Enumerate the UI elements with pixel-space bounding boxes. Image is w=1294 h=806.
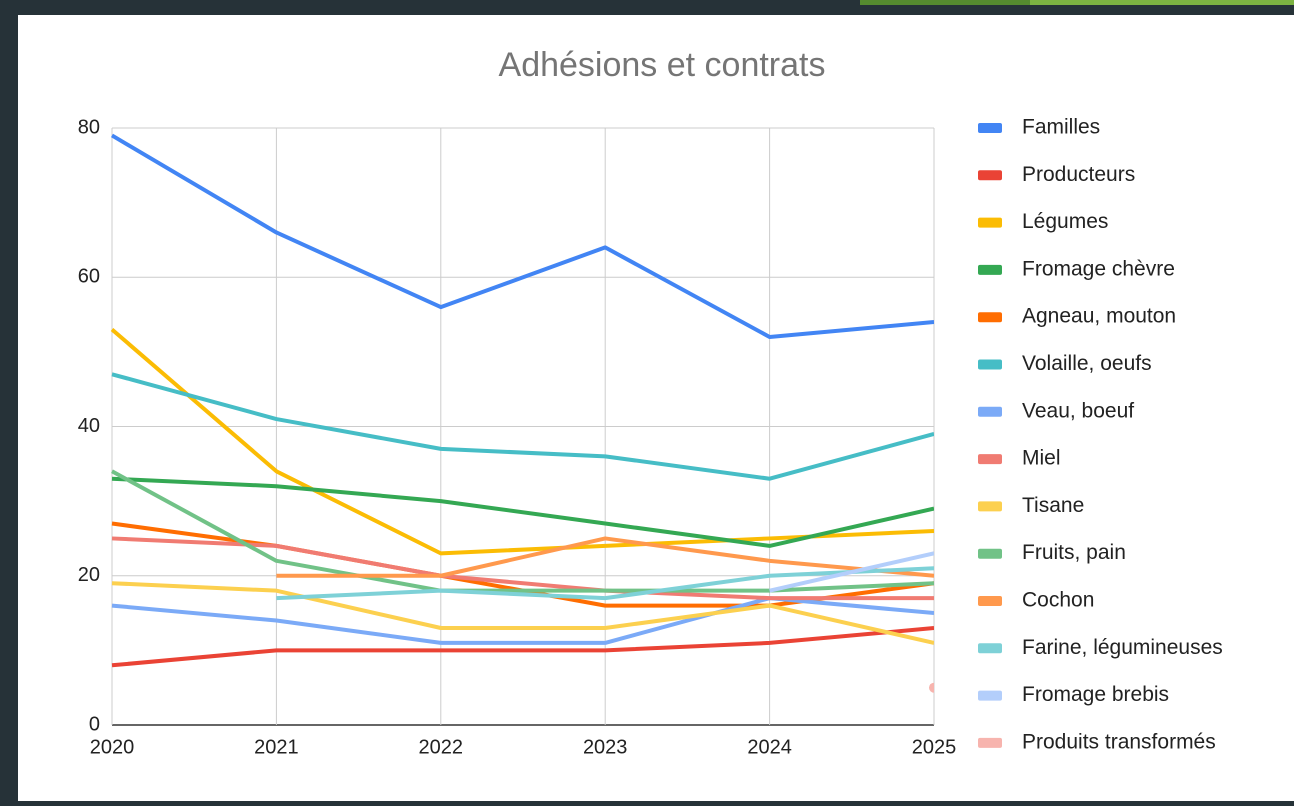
- legend-label: Produits transformés: [1022, 730, 1216, 753]
- x-tick-label: 2023: [583, 736, 628, 758]
- legend-swatch: [978, 406, 1002, 417]
- series-line: [111, 625, 934, 668]
- legend-label: Fromage chèvre: [1022, 257, 1175, 280]
- legend-swatch: [978, 690, 1002, 701]
- legend-label: Familles: [1022, 116, 1100, 139]
- series-line: [111, 469, 934, 593]
- series-line: [111, 476, 934, 548]
- legend-label: Farine, légumineuses: [1022, 636, 1223, 659]
- legend-label: Producteurs: [1022, 163, 1135, 186]
- top-accent: [1030, 0, 1294, 5]
- legend-swatch: [978, 312, 1002, 323]
- x-tick-label: 2020: [90, 736, 135, 758]
- y-tick-label: 60: [78, 266, 100, 288]
- legend-label: Légumes: [1022, 210, 1108, 233]
- legend-label: Fromage brebis: [1022, 683, 1169, 706]
- legend-label: Miel: [1022, 447, 1061, 470]
- legend-swatch: [978, 170, 1002, 181]
- series-line: [276, 536, 934, 578]
- legend-swatch: [978, 217, 1002, 228]
- legend-label: Fruits, pain: [1022, 541, 1126, 564]
- series-line: [111, 581, 934, 645]
- x-tick-label: 2022: [419, 736, 464, 758]
- legend-label: Veau, boeuf: [1022, 399, 1134, 422]
- legend-swatch: [978, 264, 1002, 275]
- data-point: [929, 682, 934, 693]
- y-tick-label: 20: [78, 564, 100, 586]
- y-tick-label: 80: [78, 116, 100, 138]
- x-tick-label: 2021: [254, 736, 299, 758]
- series-line: [110, 327, 934, 556]
- x-tick-label: 2024: [747, 736, 792, 758]
- legend-swatch: [978, 643, 1002, 654]
- series-line: [111, 596, 934, 645]
- legend-swatch: [978, 454, 1002, 465]
- legend-swatch: [978, 359, 1002, 370]
- legend-label: Agneau, mouton: [1022, 305, 1176, 328]
- y-tick-label: 40: [78, 415, 100, 437]
- series-line: [110, 133, 934, 339]
- legend-swatch: [978, 737, 1002, 748]
- chart-title: Adhésions et contrats: [499, 46, 826, 84]
- legend-swatch: [978, 548, 1002, 559]
- legend-swatch: [978, 123, 1002, 133]
- legend-swatch: [978, 596, 1002, 606]
- series-line: [769, 551, 934, 593]
- legend-label: Cochon: [1022, 589, 1094, 612]
- legend-swatch: [978, 501, 1002, 512]
- series-line: [276, 566, 934, 601]
- plot-area: [110, 133, 934, 693]
- legend-label: Volaille, oeufs: [1022, 352, 1152, 375]
- legend-label: Tisane: [1022, 494, 1084, 517]
- x-tick-label: 2025: [912, 736, 957, 758]
- y-tick-label: 0: [89, 713, 100, 735]
- series-line: [111, 372, 934, 481]
